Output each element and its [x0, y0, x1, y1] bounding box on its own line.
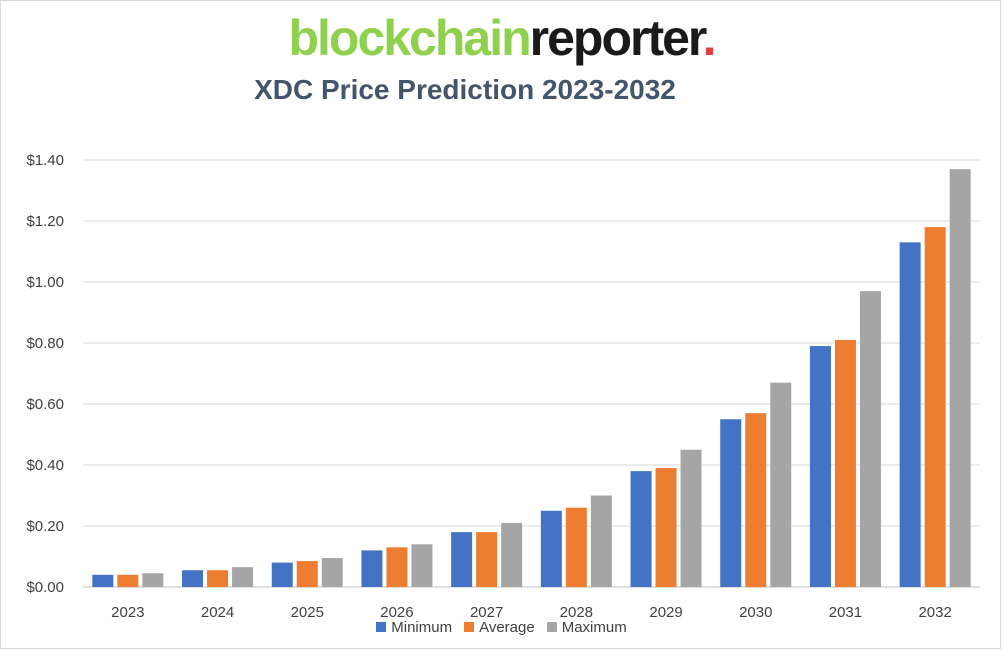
- bar-average-2031: [834, 339, 856, 587]
- y-tick-label: $1.40: [26, 152, 64, 169]
- bar-maximum-2028: [590, 495, 612, 587]
- bar-minimum-2025: [271, 562, 293, 587]
- brand-logo: blockchainreporter.: [0, 8, 1003, 68]
- legend-label: Minimum: [391, 619, 453, 636]
- legend-swatch: [464, 622, 475, 632]
- y-tick-label: $0.80: [26, 335, 64, 352]
- bar-maximum-2032: [949, 169, 971, 587]
- bar-minimum-2024: [182, 570, 204, 587]
- bar-average-2026: [386, 547, 408, 587]
- legend-label: Average: [479, 619, 535, 636]
- x-tick-label: 2032: [918, 604, 951, 621]
- legend-swatch: [546, 622, 557, 632]
- bar-maximum-2026: [411, 544, 433, 587]
- bar-minimum-2028: [540, 510, 562, 587]
- x-tick-label: 2027: [470, 604, 503, 621]
- legend-item-average: Average: [464, 619, 535, 636]
- y-tick-label: $1.20: [26, 213, 64, 230]
- logo-part-reporter: reporter: [529, 10, 705, 66]
- bar-maximum-2025: [321, 558, 343, 587]
- bar-maximum-2027: [501, 522, 523, 587]
- bar-minimum-2031: [809, 346, 831, 587]
- bar-minimum-2032: [899, 242, 921, 587]
- bar-maximum-2023: [142, 573, 164, 587]
- y-tick-label: $0.00: [26, 579, 64, 596]
- legend-item-minimum: Minimum: [376, 619, 452, 636]
- x-tick-label: 2026: [380, 604, 413, 621]
- bar-average-2027: [476, 532, 498, 587]
- bar-maximum-2030: [770, 382, 792, 587]
- logo-part-blockchain: blockchain: [288, 10, 531, 66]
- legend-swatch: [376, 622, 387, 632]
- bar-average-2025: [296, 561, 318, 587]
- chart-title: XDC Price Prediction 2023-2032: [254, 74, 676, 105]
- logo-dot: .: [702, 10, 717, 66]
- legend-item-maximum: Maximum: [546, 619, 627, 636]
- x-tick-label: 2030: [739, 604, 772, 621]
- bar-minimum-2027: [451, 532, 473, 587]
- x-tick-label: 2029: [649, 604, 682, 621]
- bar-minimum-2026: [361, 550, 383, 587]
- bar-minimum-2029: [630, 471, 652, 587]
- x-tick-label: 2025: [291, 604, 324, 621]
- bar-average-2030: [745, 413, 767, 587]
- bar-minimum-2023: [92, 574, 114, 587]
- x-tick-label: 2028: [560, 604, 593, 621]
- y-tick-label: $0.20: [26, 518, 64, 535]
- bar-minimum-2030: [720, 419, 742, 587]
- x-tick-label: 2023: [111, 604, 144, 621]
- bar-average-2023: [117, 574, 139, 587]
- bar-average-2032: [924, 227, 946, 587]
- y-tick-label: $0.40: [26, 457, 64, 474]
- bar-maximum-2024: [232, 567, 254, 587]
- x-tick-label: 2031: [829, 604, 862, 621]
- bar-average-2029: [655, 468, 677, 587]
- legend-label: Maximum: [561, 619, 627, 636]
- y-tick-label: $1.00: [26, 274, 64, 291]
- y-tick-label: $0.60: [26, 396, 64, 413]
- x-tick-label: 2024: [201, 604, 234, 621]
- bar-average-2024: [207, 570, 229, 587]
- bar-maximum-2031: [859, 291, 881, 587]
- bar-maximum-2029: [680, 449, 702, 587]
- bar-average-2028: [565, 507, 587, 587]
- chart-legend: Minimum Average Maximum: [0, 619, 1003, 636]
